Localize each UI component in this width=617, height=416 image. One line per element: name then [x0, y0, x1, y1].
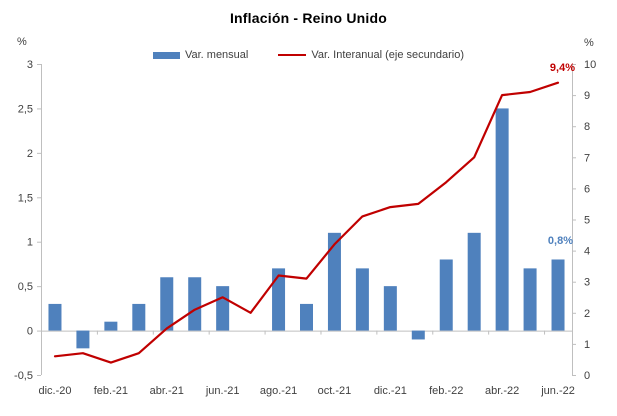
bar-jun.-21 — [216, 286, 230, 331]
left-axis-tick-label: 1 — [27, 237, 33, 249]
right-axis-tick-label: 1 — [584, 339, 590, 351]
right-axis-tick-label: 10 — [584, 59, 596, 71]
x-axis-ticks — [41, 330, 546, 335]
left-axis-tick-label: 3 — [27, 59, 33, 71]
bar-series-swatch-icon — [152, 51, 180, 59]
bar-dic.-20 — [48, 303, 62, 331]
x-axis-tick-label: abr.-22 — [485, 385, 519, 397]
right-axis-tick-label: 5 — [584, 215, 590, 227]
bar-dic.-21 — [383, 286, 397, 331]
right-axis-ticks: 0 1 2 3 4 5 6 7 8 9 10 — [572, 59, 596, 382]
bar-ago.-21 — [272, 268, 286, 331]
annotation-bar-last-value: 0,8% — [547, 235, 573, 247]
right-axis-tick-label: 9 — [584, 90, 590, 102]
line-series-swatch-icon — [278, 54, 307, 56]
x-axis-tick-label: feb.-21 — [94, 385, 128, 397]
left-axis-ticks: -0,5 0 0,5 1 1,5 2 2,5 3 — [14, 59, 41, 382]
bar-feb.-21 — [104, 321, 118, 331]
left-axis-tick-label: 0 — [27, 326, 33, 338]
x-axis-labels: dic.-20 feb.-21 abr.-21 jun.-21 ago.-21 oct.-… — [38, 385, 574, 397]
x-axis-tick-label: ago.-21 — [260, 385, 297, 397]
left-axis-tick-label: 1,5 — [18, 192, 33, 204]
right-axis-tick-label: 6 — [584, 183, 590, 195]
left-axis-tick-label: -0,5 — [14, 370, 33, 382]
right-axis-tick-label: 4 — [584, 246, 590, 258]
bar-mar.-21 — [132, 303, 146, 331]
bar-series — [48, 108, 565, 349]
bar-sep.-21 — [300, 303, 313, 331]
left-axis-tick-label: 2,5 — [18, 103, 33, 115]
legend-label-yearly: Var. Interanual (eje secundario) — [311, 49, 465, 61]
bar-abr.-21 — [160, 277, 174, 331]
x-axis-tick-label: dic.-21 — [374, 385, 407, 397]
left-axis-tick-label: 0,5 — [18, 281, 33, 293]
legend-item-monthly: Var. mensual — [152, 49, 249, 61]
legend-label-monthly: Var. mensual — [184, 49, 249, 61]
right-axis-tick-label: 2 — [584, 308, 590, 320]
bar-ene.-22 — [411, 330, 425, 340]
bar-jun.-22 — [551, 259, 565, 331]
right-axis-tick-label: 3 — [584, 277, 590, 289]
bar-ene.-21 — [76, 330, 90, 349]
legend-item-yearly: Var. Interanual (eje secundario) — [278, 49, 464, 61]
annotation-line-last-value: 9,4% — [549, 62, 575, 74]
x-axis-tick-label: oct.-21 — [318, 385, 352, 397]
chart-title: Inflación - Reino Unido — [229, 10, 388, 26]
right-axis-tick-label: 8 — [584, 121, 590, 133]
right-axis-tick-label: 0 — [584, 370, 590, 382]
left-axis-tick-label: 2 — [27, 148, 33, 160]
bar-mar.-22 — [467, 232, 481, 331]
x-axis-tick-label: abr.-21 — [150, 385, 184, 397]
x-axis-tick-label: feb.-22 — [429, 385, 463, 397]
x-axis-tick-label: jun.-21 — [205, 385, 240, 397]
right-axis-unit: % — [584, 37, 594, 49]
bar-may.-22 — [523, 268, 537, 331]
bar-abr.-22 — [495, 108, 509, 331]
bar-oct.-21 — [327, 232, 341, 331]
bar-nov.-21 — [355, 268, 369, 331]
left-axis-unit: % — [17, 36, 27, 48]
x-axis-tick-label: jun.-22 — [540, 385, 575, 397]
line-series — [53, 81, 560, 364]
x-axis-tick-label: dic.-20 — [38, 385, 71, 397]
right-axis-tick-label: 7 — [584, 152, 590, 164]
legend: Var. mensual Var. Interanual (eje secund… — [0, 49, 617, 61]
bar-may.-21 — [188, 277, 202, 331]
bar-feb.-22 — [439, 259, 453, 331]
